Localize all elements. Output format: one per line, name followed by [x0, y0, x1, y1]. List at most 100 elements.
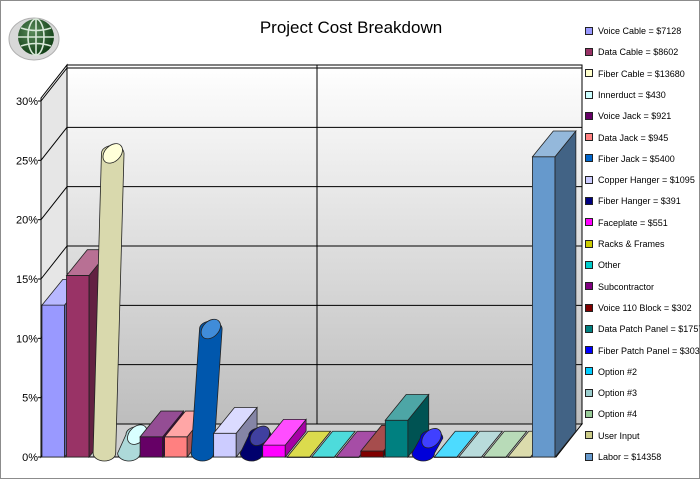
legend-item: Data Jack = $945 [585, 132, 668, 144]
bar-top [458, 430, 504, 458]
legend-swatch [585, 90, 593, 99]
bar-9 [261, 418, 307, 459]
legend-label: Option #4 [598, 409, 638, 420]
bar-8 [239, 425, 272, 462]
legend-label: Data Jack = $945 [598, 132, 669, 143]
bars [41, 129, 577, 462]
legend-swatch [585, 47, 593, 56]
legend-swatch [585, 452, 593, 461]
legend-swatch [585, 175, 593, 184]
bar-11 [310, 430, 356, 458]
legend-item: Fiber Patch Panel = $303 [585, 345, 700, 357]
bar-front [164, 436, 188, 458]
legend-label: Innerduct = $430 [598, 89, 666, 100]
legend-swatch [585, 69, 593, 78]
bar-15 [411, 428, 444, 462]
legend-swatch [585, 111, 593, 120]
bar-front [213, 432, 237, 458]
legend-item: Fiber Hanger = $391 [585, 195, 681, 207]
y-tick-label: 5% [22, 393, 38, 405]
legend-item: Subcontractor [585, 281, 654, 293]
bar-top [482, 430, 528, 458]
legend-item: Data Cable = $8602 [585, 46, 678, 58]
bar-20 [531, 129, 577, 459]
legend-swatch [585, 154, 593, 163]
legend-label: Voice Jack = $921 [598, 111, 672, 122]
bar-top [261, 418, 307, 446]
legend-swatch [585, 218, 593, 227]
legend-item: Innerduct = $430 [585, 89, 666, 101]
bar-front [360, 450, 384, 458]
legend-label: Data Cable = $8602 [598, 47, 679, 58]
y-tick-label: 0% [22, 452, 38, 464]
bar-17 [458, 430, 504, 458]
bar-front [532, 156, 556, 458]
legend-item: Racks & Frames [585, 238, 665, 250]
bar-top [421, 428, 442, 449]
bar-body [92, 145, 125, 462]
legend-item: Option #4 [585, 408, 637, 420]
y-tick-label: 15% [16, 274, 38, 286]
back-wall [66, 64, 583, 425]
globe-logo-icon [8, 17, 60, 61]
bar-front [66, 275, 90, 458]
bar-side [554, 129, 577, 459]
legend-label: Fiber Cable = $13680 [598, 68, 685, 79]
legend-item: Data Patch Panel = $1757 [585, 323, 700, 335]
bar-top [384, 394, 430, 421]
bar-top [310, 430, 356, 458]
bar-top [286, 430, 332, 458]
legend-label: Voice 110 Block = $302 [598, 302, 692, 313]
chart-title: Project Cost Breakdown [259, 18, 443, 37]
legend-item: Voice 110 Block = $302 [585, 302, 692, 314]
legend-swatch [585, 303, 593, 312]
legend-label: Voice Cable = $7128 [598, 26, 682, 36]
legend-label: Racks & Frames [598, 239, 665, 249]
bar-top [212, 407, 258, 434]
bar-10 [286, 430, 332, 458]
legend-swatch [585, 133, 593, 142]
legend-item: Fiber Jack = $5400 [585, 153, 675, 165]
bar-top [200, 318, 221, 340]
legend-label: Other [598, 260, 621, 271]
legend-item: User Input [585, 430, 640, 442]
gridline [40, 67, 68, 102]
legend-swatch [585, 367, 593, 376]
legend-swatch [585, 324, 593, 333]
bar-6 [190, 318, 223, 462]
legend-item: Labor = $14358 [585, 451, 661, 463]
bar-18 [482, 430, 528, 458]
legend-item: Option #3 [585, 387, 637, 399]
legend-label: Fiber Hanger = $391 [598, 196, 681, 207]
legend-swatch [585, 197, 593, 206]
legend-swatch [585, 26, 593, 35]
bar-front [41, 304, 65, 458]
legend-item: Voice Jack = $921 [585, 110, 671, 122]
y-tick-label: 20% [16, 215, 38, 227]
legend-label: Copper Hanger = $1095 [598, 175, 695, 186]
legend-swatch [585, 239, 593, 248]
legend-item: Fiber Cable = $13680 [585, 68, 685, 80]
bar-top [139, 410, 185, 438]
legend-item: Faceplate = $551 [585, 217, 668, 229]
legend-swatch [585, 410, 593, 419]
legend-label: Fiber Jack = $5400 [598, 153, 675, 164]
legend-label: Faceplate = $551 [598, 217, 668, 228]
legend-swatch [585, 388, 593, 397]
y-tick-label: 25% [16, 155, 38, 167]
legend-label: User Input [598, 430, 640, 441]
legend-swatch [585, 282, 593, 291]
legend-swatch [585, 260, 593, 269]
legend-swatch [585, 431, 593, 440]
legend-label: Subcontractor [598, 281, 655, 292]
bar-top [102, 143, 123, 164]
legend-label: Option #3 [598, 388, 638, 399]
legend-item: Copper Hanger = $1095 [585, 174, 695, 186]
bar-7 [212, 406, 258, 459]
legend-label: Labor = $14358 [598, 452, 662, 462]
bar-16 [433, 430, 479, 458]
legend-label: Option #2 [598, 366, 638, 377]
y-tick-label: 10% [16, 333, 38, 345]
